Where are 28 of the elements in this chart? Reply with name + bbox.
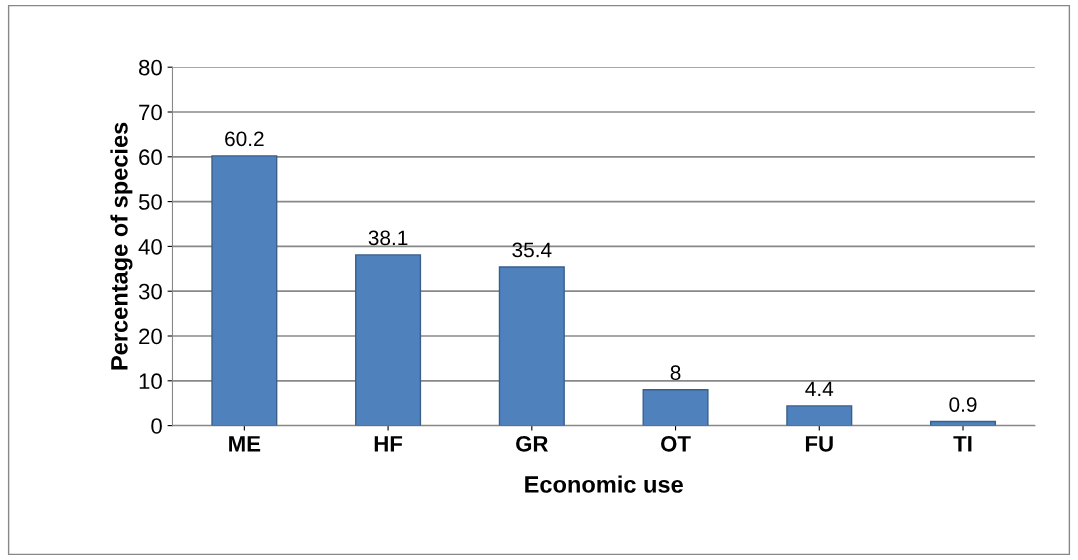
data-label: 4.4 <box>805 381 834 397</box>
x-tick-label: HF <box>374 436 403 452</box>
y-tick-label: 80 <box>139 59 162 76</box>
data-label: 60.2 <box>225 131 264 147</box>
y-tick-label: 70 <box>139 104 162 121</box>
y-axis-title: Percentage of species <box>110 122 133 370</box>
x-axis-title: Economic use <box>525 475 683 493</box>
data-label: 0.9 <box>949 397 977 412</box>
y-tick-label: 50 <box>138 194 162 210</box>
y-tick-label: 10 <box>139 373 162 390</box>
data-label: 38.1 <box>368 230 408 246</box>
bar <box>642 389 709 426</box>
x-tick-label: OT <box>661 435 691 452</box>
x-tick-label: GR <box>516 435 549 452</box>
x-tick-label: FU <box>805 436 833 452</box>
y-tick-label: 30 <box>138 283 162 300</box>
bar <box>211 155 278 426</box>
y-tick-label: 60 <box>139 149 162 166</box>
y-tick-label: 0 <box>151 418 162 434</box>
x-tick-label: ME <box>229 436 261 452</box>
y-tick-label: 40 <box>138 238 162 255</box>
y-tick-label: 20 <box>139 328 162 345</box>
bar <box>498 266 565 426</box>
data-label: 8 <box>670 365 681 381</box>
data-label: 35.4 <box>512 242 552 258</box>
bar <box>355 254 422 426</box>
x-tick-label: TI <box>953 436 972 452</box>
bar <box>786 405 853 426</box>
